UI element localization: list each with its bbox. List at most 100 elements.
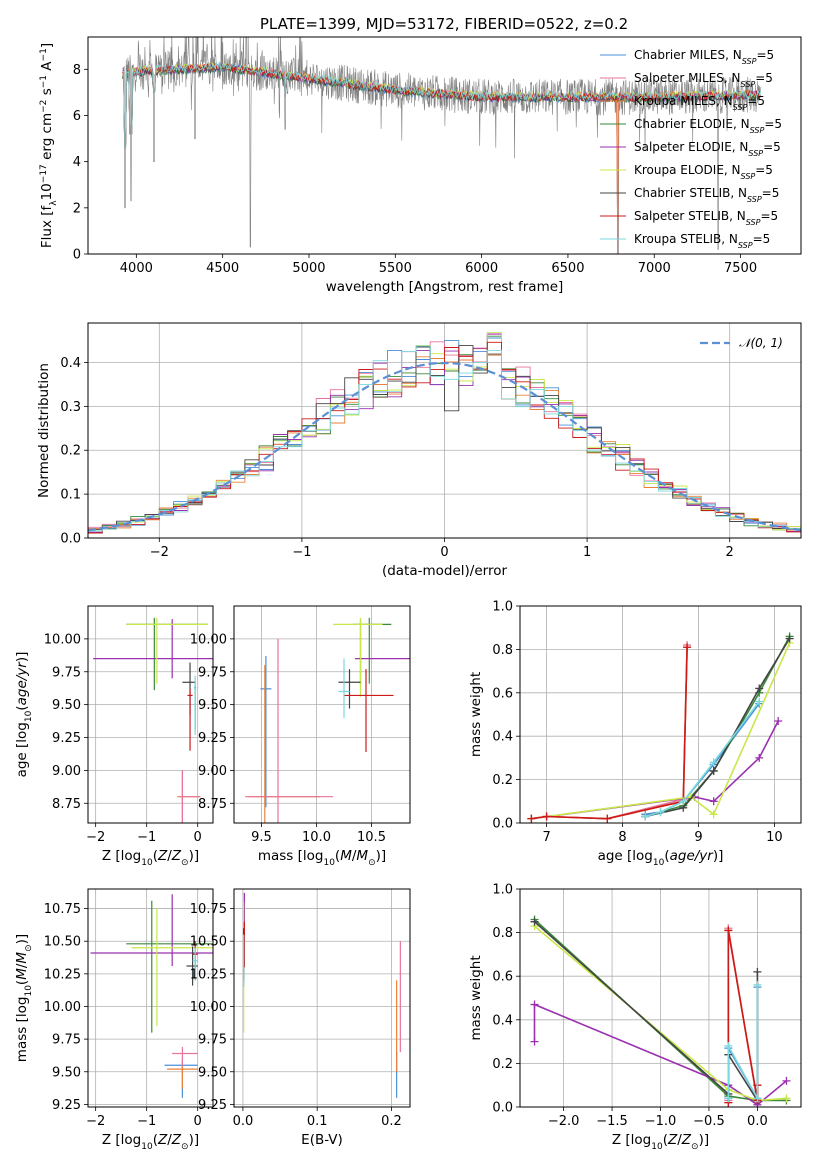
x-axis-label: (data-model)/error <box>382 563 508 579</box>
legend-label: Kroupa STELIB, NSSP=5 <box>634 232 770 250</box>
axes-frame <box>519 888 802 1108</box>
massweight_vs_Z-marker <box>782 1076 791 1085</box>
spectrum-xtick-label: 5500 <box>379 261 412 276</box>
mass_vs_Z-ytick-label: 10.25 <box>44 967 81 982</box>
massweight_vs_age-ytick-label: 0.2 <box>492 773 513 788</box>
massweight_vs_age-xtick-label: 8 <box>618 830 626 845</box>
axes-frame <box>87 36 802 255</box>
massweight_vs_age-marker <box>679 797 688 806</box>
mass_vs_Z-ytick-label: 9.75 <box>52 1033 81 1048</box>
massweight_vs_Z-ytick-label: 0.8 <box>492 926 513 941</box>
age_vs_Z-ytick-label: 9.00 <box>52 764 81 779</box>
mass_vs_EBV-plot-area <box>243 892 401 1098</box>
legend-label: Chabrier STELIB, NSSP=5 <box>634 186 779 204</box>
legend-label: Kroupa ELODIE, NSSP=5 <box>634 163 773 181</box>
legend-label: Kroupa MILES, NSSP=5 <box>634 94 765 112</box>
massweight_vs_age-series-7 <box>531 647 688 820</box>
spectrum-xtick-label: 4500 <box>206 261 239 276</box>
age_vs_Z-xtick-label: 0 <box>194 830 202 845</box>
massweight_vs_Z-marker <box>724 926 733 935</box>
age_vs_mass-ytick-label: 8.75 <box>198 797 227 812</box>
legend-label: Salpeter ELODIE, NSSP=5 <box>634 140 781 158</box>
residuals-xtick-label: −1 <box>292 545 311 560</box>
massweight_vs_age-ytick-label: 0.8 <box>492 643 513 658</box>
age_vs_mass-ytick-label: 10.00 <box>190 632 227 647</box>
spectrum-xtick-label: 6000 <box>465 261 498 276</box>
residuals-ytick-label: 0.2 <box>60 444 81 459</box>
massweight_vs_age-marker <box>683 643 692 652</box>
massweight_vs_Z-marker <box>530 1000 539 1009</box>
y-axis-label: Flux [fλ10−17 erg cm−2 s−1 A−1] <box>39 43 59 248</box>
age_vs_mass-ytick-label: 9.25 <box>198 731 227 746</box>
massweight_vs_Z-ytick-label: 0.4 <box>492 1013 513 1028</box>
massweight_vs_age-marker <box>709 797 718 806</box>
age_vs_Z-xtick-label: −2 <box>86 830 105 845</box>
massweight_vs_age-ytick-label: 0.0 <box>492 817 513 832</box>
mass_vs_EBV-ytick-label: 9.25 <box>198 1098 227 1113</box>
spectrum-xtick-label: 7000 <box>638 261 671 276</box>
residuals-xtick-label: −2 <box>150 545 169 560</box>
spectrum-model-line-7 <box>122 62 761 149</box>
mass_vs_Z-plot-area <box>90 894 213 1098</box>
massweight_vs_age-series-5 <box>531 642 791 820</box>
histogram-7 <box>88 341 801 534</box>
spectrum-model-line-8 <box>122 61 761 149</box>
massweight_vs_age-marker <box>709 758 718 767</box>
massweight_vs_age-xtick-label: 10 <box>766 830 783 845</box>
mass_vs_Z-ytick-label: 10.50 <box>44 935 81 950</box>
massweight_vs_age-marker <box>755 753 764 762</box>
massweight_vs_Z-marker <box>753 1094 762 1103</box>
massweight_vs_Z-xtick-label: −1.0 <box>645 1114 677 1129</box>
mass_vs_EBV-ytick-label: 10.00 <box>190 1000 227 1015</box>
mass_vs_Z-ytick-label: 10.00 <box>44 1000 81 1015</box>
mass_vs_Z-ytick-label: 9.25 <box>52 1098 81 1113</box>
massweight_vs_Z-marker <box>724 1041 733 1050</box>
mass_vs_EBV-ytick-label: 9.75 <box>198 1033 227 1048</box>
residuals-panel: −2 −1 0 1 2 0.0 0.1 0.2 0.3 0.4 (data-model)/error… <box>36 322 802 579</box>
massweight_vs_age-marker <box>785 634 794 643</box>
mass_vs_EBV-xtick-label: 0.1 <box>307 1114 328 1129</box>
massweight_vs_Z-ytick-label: 0.0 <box>492 1101 513 1116</box>
massweight_vs_Z-ytick-label: 0.2 <box>492 1057 513 1072</box>
massweight_vs_age-marker <box>709 810 718 819</box>
age_vs_mass-panel: 9.5 10.0 10.5 8.75 9.00 9.25 9.50 9.75 10.00 mass… <box>190 605 411 868</box>
massweight_vs_Z-marker <box>530 1037 539 1046</box>
mass_vs_EBV-ytick-label: 10.75 <box>190 902 227 917</box>
spectrum-xtick-label: 5000 <box>292 261 325 276</box>
massweight_vs_Z-series-8 <box>727 984 759 1102</box>
y-axis-label: age [log10(age/yr)] <box>14 652 34 778</box>
age_vs_mass-ytick-label: 9.50 <box>198 698 227 713</box>
age_vs_Z-ytick-label: 9.50 <box>52 698 81 713</box>
mass_vs_Z-xtick-label: −1 <box>137 1114 156 1129</box>
residuals-plot-area <box>88 331 801 534</box>
massweight_vs_age-marker <box>527 814 536 823</box>
age_vs_Z-xtick-label: −1 <box>137 830 156 845</box>
residuals-xtick-label: 2 <box>726 545 734 560</box>
spectrum-ytick-label: 8 <box>73 63 81 78</box>
massweight_vs_age-marker <box>709 766 718 775</box>
residuals-ytick-label: 0.0 <box>60 532 81 547</box>
residuals-xtick-label: 0 <box>440 545 448 560</box>
massweight_vs_age-marker <box>774 717 783 726</box>
residuals-ytick-label: 0.1 <box>60 488 81 503</box>
x-axis-label: wavelength [Angstrom, rest frame] <box>326 279 564 295</box>
y-axis-label: mass weight <box>468 955 484 1040</box>
panels: 4000 4500 5000 5500 6000 6500 7000 750002468wav… <box>14 36 802 1152</box>
age_vs_mass-xtick-label: 10.0 <box>302 830 331 845</box>
massweight_vs_age-marker <box>656 808 665 817</box>
massweight_vs_age-marker <box>755 697 764 706</box>
mass_vs_EBV-panel: 0.0 0.1 0.2 9.25 9.50 9.75 10.00 10.25 10.50 10.7… <box>190 888 411 1148</box>
legend-label: Salpeter STELIB, NSSP=5 <box>634 209 778 227</box>
massweight_vs_Z-panel: −2.0 −1.5 −1.0 −0.5 0.0 0.0 0.2 0.4 0.6 0.8 1.0 Z [… <box>468 883 802 1152</box>
massweight_vs_Z-xtick-label: 0.0 <box>747 1114 768 1129</box>
mass_vs_Z-xtick-label: 0 <box>194 1114 202 1129</box>
massweight_vs_age-marker <box>542 812 551 821</box>
spectrum-data-line <box>122 37 762 254</box>
spectrum-plot-area <box>122 37 762 254</box>
massweight_vs_Z-marker <box>724 1094 733 1103</box>
massweight_vs_age-marker <box>603 814 612 823</box>
gaussian-curve <box>88 361 801 532</box>
mass_vs_Z-ytick-label: 10.75 <box>44 902 81 917</box>
x-axis-label: E(B-V) <box>301 1132 343 1148</box>
